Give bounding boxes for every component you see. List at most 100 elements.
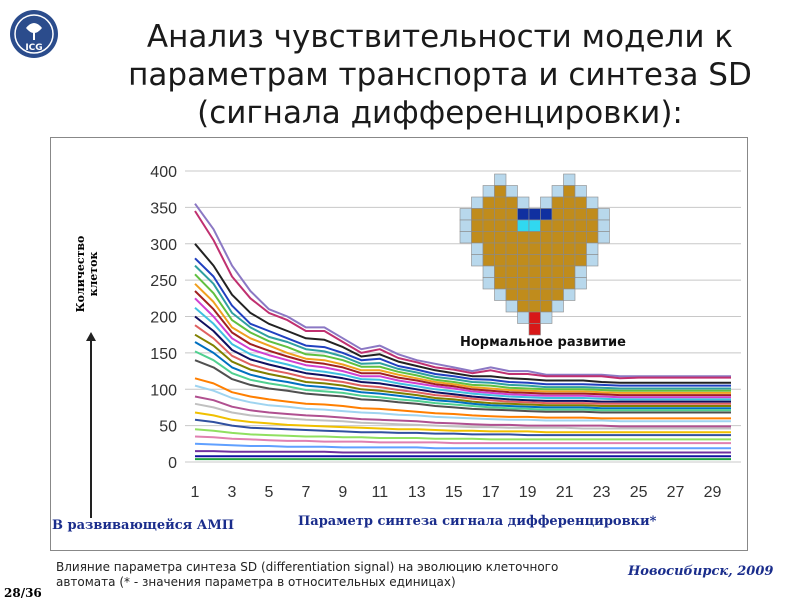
automaton-cell: [517, 300, 530, 313]
x-tick-label: 3: [228, 484, 237, 501]
automaton-cell: [528, 277, 541, 290]
series-line: [194, 377, 731, 420]
series-line: [194, 359, 731, 414]
y-tick-label: 300: [150, 237, 177, 254]
automaton-cell: [551, 231, 564, 244]
automaton-cell: [482, 219, 495, 232]
y-tick-label: 100: [150, 382, 177, 399]
automaton-cell: [540, 231, 553, 244]
automaton-cell: [505, 185, 518, 198]
x-tick-label: 27: [667, 484, 685, 501]
series-line: [194, 411, 731, 434]
series-line: [194, 243, 731, 384]
automaton-cell: [494, 219, 507, 232]
automaton-cell: [471, 231, 484, 244]
automaton-cell: [517, 242, 530, 255]
automaton-cell: [482, 196, 495, 209]
x-tick-label: 15: [445, 484, 463, 501]
title-line-1: Анализ чувствительности модели к: [146, 19, 734, 55]
automaton-cell: [586, 208, 599, 221]
automaton-cell: [597, 231, 610, 244]
title-line-3: (сигнала дифференцировки):: [197, 95, 683, 131]
automaton-cell: [494, 265, 507, 278]
automaton-cell: [528, 288, 541, 301]
automaton-cell: [574, 208, 587, 221]
automaton-cell: [505, 254, 518, 267]
series-line: [195, 450, 731, 454]
automaton-cell: [574, 219, 587, 232]
series-line: [194, 203, 731, 378]
automaton-cell: [563, 231, 576, 244]
automaton-cell: [494, 208, 507, 221]
automaton-cell: [563, 288, 576, 301]
x-tick-label: 11: [372, 484, 389, 501]
automaton-cell: [551, 242, 564, 255]
automaton-cell: [586, 196, 599, 209]
automaton-cell: [540, 196, 553, 209]
automaton-cell: [517, 311, 530, 324]
automaton-cell: [482, 277, 495, 290]
automaton-cell: [574, 265, 587, 278]
automaton-cell: [505, 300, 518, 313]
automaton-cell: [517, 288, 530, 301]
x-tick-label: 29: [704, 484, 722, 501]
chart-panel: 0 50 100 150 200 250 300 350 400 1 3 5 7 9 11 13 15 17 19 2…: [50, 137, 748, 551]
automaton-cell: [471, 196, 484, 209]
automaton-cell: [482, 208, 495, 221]
automaton-cell: [540, 265, 553, 278]
automaton-cell: [528, 219, 541, 232]
automaton-cell: [574, 185, 587, 198]
automaton-cell: [505, 196, 518, 209]
automaton-cell: [471, 208, 484, 221]
series-line: [194, 428, 731, 441]
automaton-cell: [517, 231, 530, 244]
automaton-cell: [551, 196, 564, 209]
series-line: [194, 264, 731, 390]
automaton-cell: [586, 219, 599, 232]
series-line: [194, 290, 731, 397]
automaton-cell: [540, 219, 553, 232]
automaton-cell: [505, 231, 518, 244]
automaton-cell: [563, 219, 576, 232]
automaton-cell: [505, 277, 518, 290]
automaton-cell: [459, 231, 472, 244]
automaton-cell: [482, 231, 495, 244]
footnote: Влияние параметра синтеза SD (differenti…: [56, 560, 559, 589]
axis-arrow-line: [90, 340, 92, 518]
automaton-cell: [505, 242, 518, 255]
automaton-cell: [574, 254, 587, 267]
automaton-cell: [551, 277, 564, 290]
x-tick-label: 1: [191, 484, 200, 501]
normal-development-label: Нормальное развитие: [460, 335, 626, 350]
automaton-cell: [459, 219, 472, 232]
automaton-cell: [494, 173, 507, 186]
automaton-cell: [574, 196, 587, 209]
automaton-cell: [540, 277, 553, 290]
automaton-cell: [551, 265, 564, 278]
institute-emblem-icon: ICG: [10, 10, 58, 58]
automaton-cell: [540, 288, 553, 301]
y-tick-label: 250: [150, 273, 177, 290]
series-line: [194, 297, 731, 399]
automaton-cell: [517, 196, 530, 209]
y-tick-label: 0: [168, 455, 177, 472]
x-tick-label: 21: [556, 484, 574, 501]
automaton-cell: [517, 254, 530, 267]
automaton-cell: [471, 254, 484, 267]
arrow-up-icon: [86, 332, 96, 341]
x-tick-label: 23: [593, 484, 611, 501]
slide-title: Анализ чувствительности модели к парамет…: [80, 18, 800, 132]
automaton-cell: [551, 219, 564, 232]
automaton-cell: [540, 254, 553, 267]
y-tick-label: 400: [150, 164, 177, 181]
automaton-cell: [459, 208, 472, 221]
automaton-cell: [471, 219, 484, 232]
automaton-cell: [494, 277, 507, 290]
automaton-cell: [517, 219, 530, 232]
y-tick-label: 50: [159, 419, 177, 436]
automaton-cell: [586, 231, 599, 244]
automaton-cell: [597, 219, 610, 232]
automaton-cell: [505, 219, 518, 232]
automaton-cell: [563, 185, 576, 198]
automaton-cell: [505, 208, 518, 221]
